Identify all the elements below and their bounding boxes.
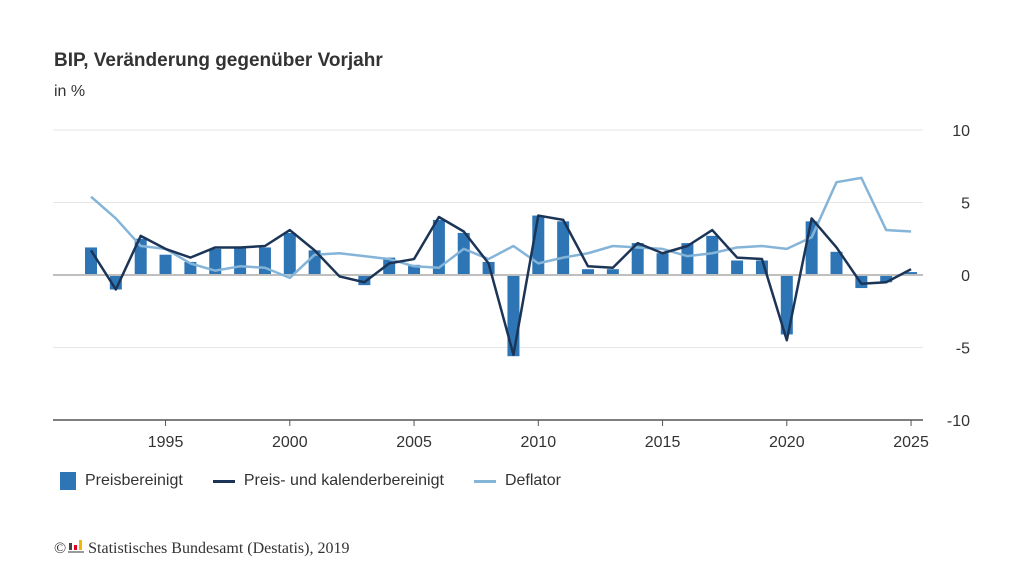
gridlines [53, 129, 923, 348]
source-footer: © Statistisches Bundesamt (Destatis), 20… [54, 539, 349, 558]
bar-2011 [557, 221, 570, 275]
legend-swatch-bar [60, 472, 76, 490]
destatis-logo-icon [68, 539, 85, 558]
chart-title: BIP, Veränderung gegenüber Vorjahr [54, 50, 383, 71]
legend-label: Preisbereinigt [85, 472, 183, 489]
copyright-symbol: © [54, 539, 67, 557]
legend-swatch-line [212, 479, 235, 483]
y-tick-label: 10 [952, 123, 970, 140]
bar-series-preisbereinigt [85, 215, 918, 357]
y-tick-label: 5 [961, 196, 970, 213]
bar-2014 [631, 243, 644, 275]
bar-1999 [258, 247, 271, 275]
bar-2006 [432, 219, 445, 275]
x-tick-label: 2000 [272, 434, 308, 451]
y-tick-label: -10 [947, 413, 970, 430]
bar-2016 [681, 243, 694, 275]
legend-item-deflator[interactable]: Deflator [473, 472, 561, 490]
legend-item-preisbereinigt[interactable]: Preisbereinigt [60, 472, 183, 490]
source-text: Statistisches Bundesamt (Destatis), 2019 [88, 539, 350, 557]
legend: Preisbereinigt Preis- und kalenderberein… [60, 472, 591, 490]
bar-1994 [134, 238, 147, 275]
bar-2017 [706, 235, 719, 275]
bar-2007 [457, 232, 470, 275]
chart-unit-label: in % [54, 83, 86, 100]
legend-swatch-line [473, 479, 496, 483]
x-tick-label: 2010 [521, 434, 557, 451]
bar-2000 [283, 232, 296, 275]
bar-2024 [880, 275, 893, 283]
line-series-group [89, 176, 912, 356]
axes: 10 5 0 -5 -10 1995 2000 2005 2010 2015 2020 2025 [53, 123, 970, 451]
line-preis-und-kalenderbereinigt [89, 214, 912, 356]
bar-2015 [656, 253, 669, 275]
x-tick-label: 2020 [769, 434, 805, 451]
x-tick-label: 2005 [396, 434, 432, 451]
bar-1998 [234, 247, 247, 275]
bar-2003 [358, 275, 371, 286]
bar-2018 [731, 260, 744, 275]
x-tick-label: 2015 [645, 434, 681, 451]
legend-label: Deflator [504, 472, 561, 489]
bar-2022 [830, 251, 843, 275]
x-tick-label: 2025 [893, 434, 929, 451]
x-tick-label: 1995 [148, 434, 184, 451]
bar-2013 [606, 269, 619, 275]
legend-item-kalenderbereinigt[interactable]: Preis- und kalenderbereinigt [212, 472, 444, 490]
bar-2025 [905, 272, 918, 275]
y-tick-label: -5 [956, 341, 970, 358]
legend-label: Preis- und kalenderbereinigt [243, 472, 444, 489]
line-deflator [90, 176, 912, 280]
bar-2012 [582, 269, 594, 275]
y-tick-label: 0 [961, 268, 970, 285]
bar-2005 [408, 264, 421, 275]
bar-1995 [159, 254, 172, 275]
